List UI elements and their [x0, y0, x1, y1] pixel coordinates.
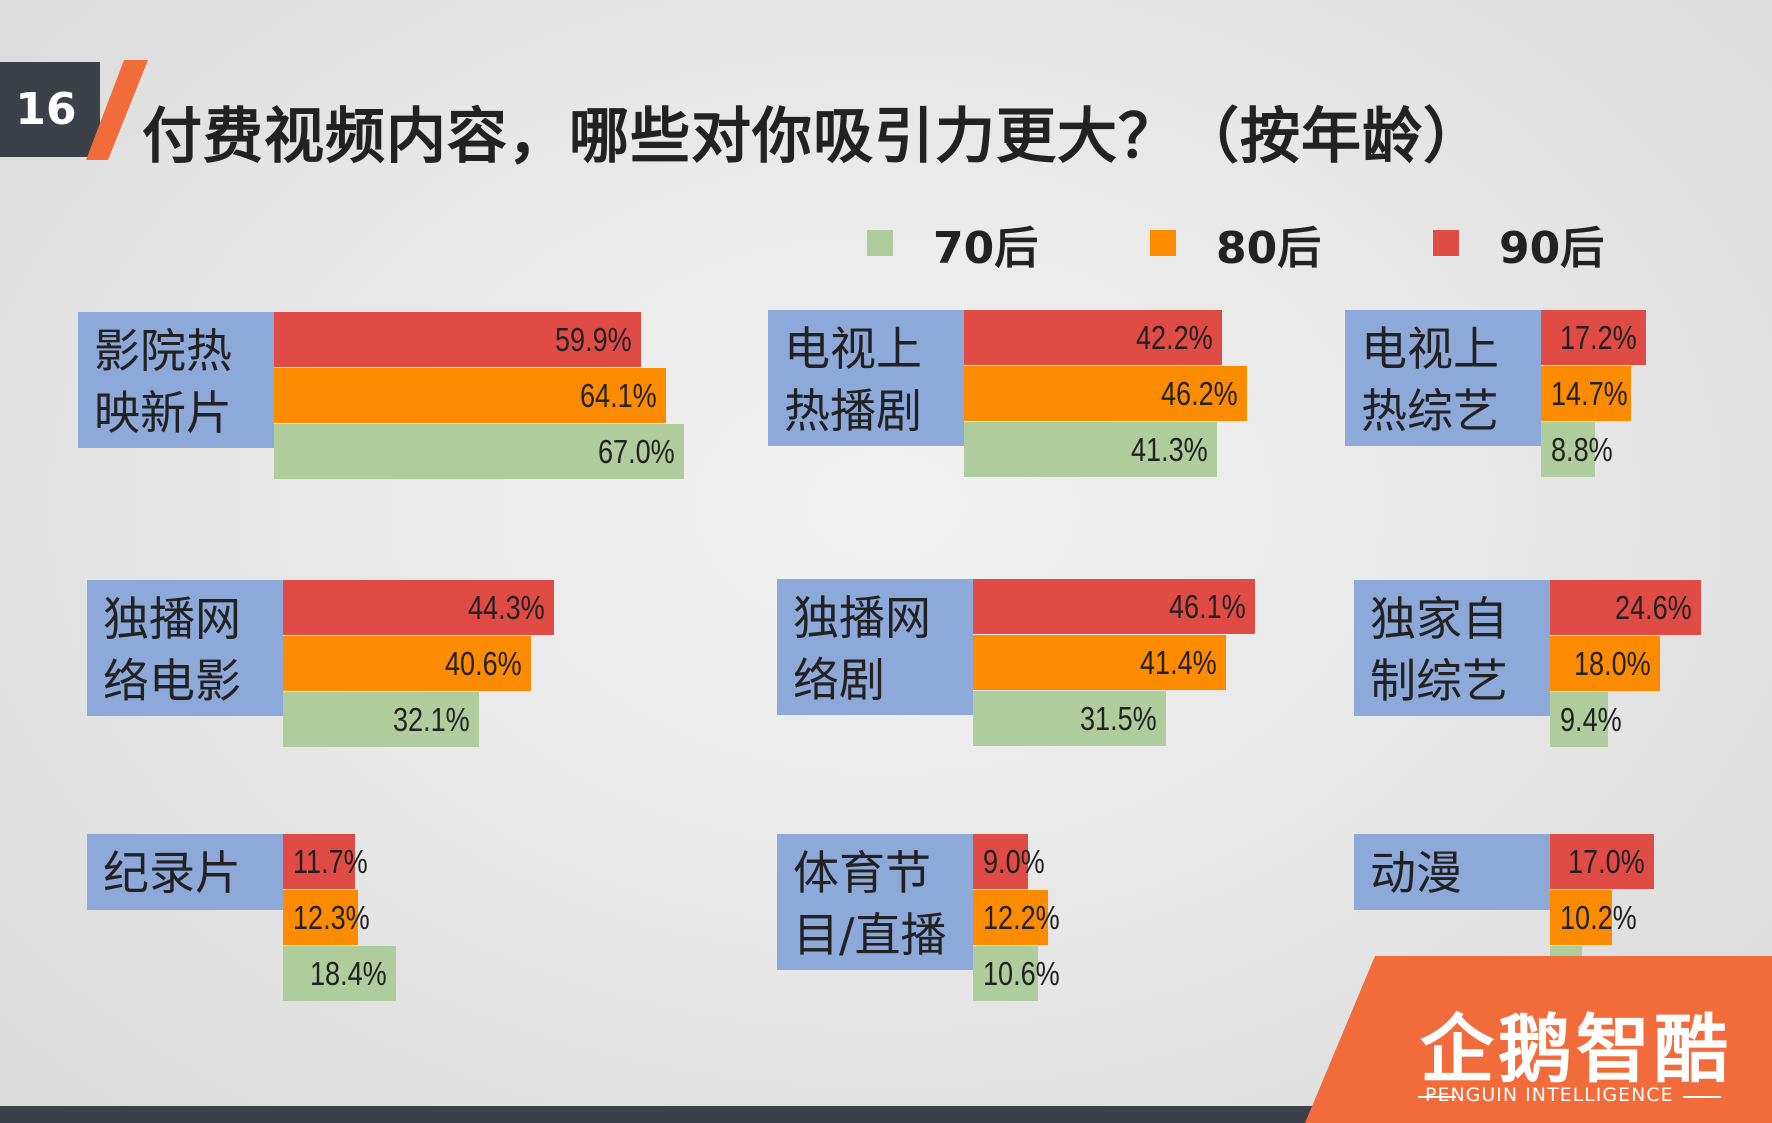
bar-label-90: 17.2% [1560, 319, 1637, 356]
bar-label-70: 18.4% [309, 955, 387, 992]
slash-decoration [86, 60, 148, 160]
bar-70 [973, 946, 1038, 1001]
bar-90 [973, 579, 1256, 634]
bar-label-70: 9.4% [1560, 701, 1622, 738]
page-number-box [0, 62, 100, 157]
bar-80 [283, 636, 532, 691]
category-label: 体育节目/直播 [777, 834, 973, 970]
bar-70 [964, 422, 1217, 477]
bar-90 [1550, 580, 1701, 635]
legend-swatch-90 [1433, 230, 1459, 256]
page-number: 16 [15, 84, 77, 135]
bar-label-80: 10.2% [1560, 899, 1637, 936]
bar-90 [1550, 834, 1655, 889]
bar-label-90: 44.3% [468, 589, 545, 626]
category-label-line: 电视上 [784, 322, 922, 376]
bar-label-80: 18.0% [1574, 645, 1651, 682]
bar-label-80: 64.1% [580, 377, 658, 414]
category-label-line: 体育节 [793, 846, 931, 900]
category-label-line: 影院热 [94, 324, 232, 378]
logo-divider-left [1418, 1096, 1456, 1098]
category-label-line: 电视上 [1361, 322, 1499, 376]
bar-label-80: 41.4% [1140, 644, 1218, 681]
bar-label-90: 59.9% [554, 321, 632, 358]
bar-label-80: 14.7% [1551, 375, 1628, 412]
category-label: 电视上 热综艺 [1345, 310, 1541, 446]
bar-label-90: 11.7% [293, 843, 368, 880]
bar-label-90: 24.6% [1614, 589, 1692, 626]
bar-label-90: 17.0% [1568, 843, 1645, 880]
bar-label-90: 9.0% [983, 843, 1045, 880]
bar-70 [1541, 422, 1595, 477]
category-label-line: 独家自 [1370, 592, 1508, 646]
legend-swatch-70 [867, 230, 893, 256]
bar-70 [283, 946, 396, 1001]
bar-90 [283, 834, 355, 889]
category-label: 动漫 [1354, 834, 1550, 910]
category-label: 影院热 映新片 [78, 312, 274, 448]
bar-label-70: 8.8% [1551, 431, 1613, 468]
bar-80 [973, 635, 1227, 690]
bar-90 [283, 580, 555, 635]
page-title: 付费视频内容，哪些对你吸引力更大？（按年龄） [142, 102, 1484, 172]
bar-80 [1541, 366, 1631, 421]
bar-80 [1550, 636, 1661, 691]
legend-label-90: 90后 [1499, 223, 1605, 274]
category-label-line: 制综艺 [1370, 654, 1508, 708]
category-label-line: 目/直播 [793, 908, 947, 962]
bar-70 [1550, 692, 1608, 747]
bar-label-90: 42.2% [1136, 319, 1213, 356]
category-label-line: 动漫 [1370, 846, 1462, 900]
category-label-line: 独播网 [793, 591, 931, 645]
bar-70 [283, 692, 480, 747]
category-label-line: 热播剧 [784, 384, 922, 438]
category-label: 电视上 热播剧 [768, 310, 964, 446]
bar-label-70: 10.6% [983, 955, 1060, 992]
bar-90 [964, 310, 1223, 365]
category-label-line: 纪录片 [103, 846, 241, 900]
bar-label-90: 46.1% [1169, 588, 1246, 625]
category-label: 独播网 络电影 [87, 580, 283, 716]
logo-divider-right [1683, 1096, 1721, 1098]
category-label: 独家自 制综艺 [1354, 580, 1550, 716]
legend-swatch-80 [1150, 230, 1176, 256]
category-label-line: 络电影 [103, 654, 241, 708]
bar-80 [274, 368, 667, 423]
bar-label-70: 31.5% [1079, 700, 1157, 737]
bar-90 [274, 312, 641, 367]
bar-70 [973, 691, 1166, 746]
category-label-line: 映新片 [94, 386, 232, 440]
bar-label-70: 32.1% [393, 701, 471, 738]
bar-80 [973, 890, 1048, 945]
legend-label-80: 80后 [1216, 223, 1322, 274]
logo-wordmark: 企鹅智酷 [1420, 1007, 1732, 1093]
logo-background [1305, 956, 1772, 1123]
bar-label-80: 12.2% [983, 899, 1060, 936]
bar-label-80: 40.6% [445, 645, 523, 682]
bar-90 [1541, 310, 1647, 365]
bar-80 [964, 366, 1247, 421]
bar-label-70: 41.3% [1130, 431, 1208, 468]
category-label-line: 络剧 [793, 653, 885, 707]
bar-80 [283, 890, 359, 945]
legend-label-70: 70后 [933, 223, 1039, 274]
bar-80 [1550, 890, 1613, 945]
bar-90 [973, 834, 1029, 889]
category-label-line: 独播网 [103, 592, 241, 646]
category-label-line: 热综艺 [1361, 384, 1499, 438]
bar-label-70: 67.0% [598, 433, 675, 470]
bar-label-80: 46.2% [1160, 375, 1238, 412]
bar-label-80: 12.3% [293, 899, 370, 936]
logo-tagline: PENGUIN INTELLIGENCE [1425, 1084, 1674, 1106]
category-label: 独播网 络剧 [777, 579, 973, 715]
category-label: 纪录片 [87, 834, 283, 910]
bar-70 [274, 424, 685, 479]
